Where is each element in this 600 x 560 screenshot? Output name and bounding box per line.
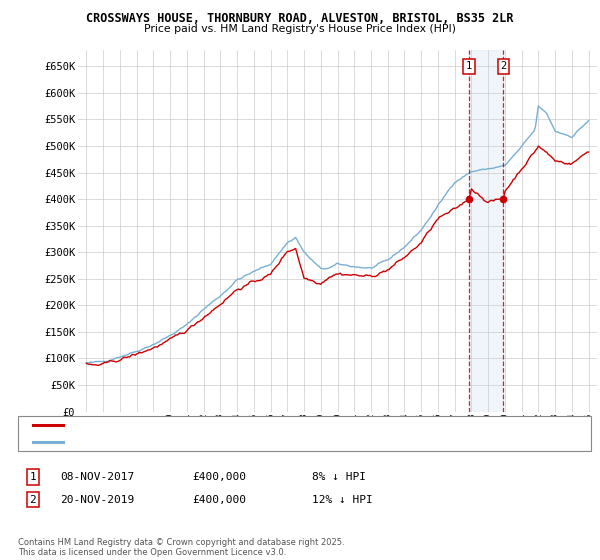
Text: CROSSWAYS HOUSE, THORNBURY ROAD, ALVESTON, BRISTOL, BS35 2LR (detached house): CROSSWAYS HOUSE, THORNBURY ROAD, ALVESTO… <box>69 420 521 430</box>
Text: 1: 1 <box>466 62 472 71</box>
Text: HPI: Average price, detached house, South Gloucestershire: HPI: Average price, detached house, Sout… <box>69 437 404 447</box>
Text: 1: 1 <box>29 472 37 482</box>
Text: 2: 2 <box>29 494 37 505</box>
Text: 8% ↓ HPI: 8% ↓ HPI <box>312 472 366 482</box>
Text: Contains HM Land Registry data © Crown copyright and database right 2025.
This d: Contains HM Land Registry data © Crown c… <box>18 538 344 557</box>
Text: 2: 2 <box>500 62 506 71</box>
Bar <box>469 50 503 412</box>
Text: £400,000: £400,000 <box>192 472 246 482</box>
Text: Price paid vs. HM Land Registry's House Price Index (HPI): Price paid vs. HM Land Registry's House … <box>144 24 456 34</box>
Text: 08-NOV-2017: 08-NOV-2017 <box>60 472 134 482</box>
Text: £400,000: £400,000 <box>192 494 246 505</box>
Text: 12% ↓ HPI: 12% ↓ HPI <box>312 494 373 505</box>
Text: CROSSWAYS HOUSE, THORNBURY ROAD, ALVESTON, BRISTOL, BS35 2LR: CROSSWAYS HOUSE, THORNBURY ROAD, ALVESTO… <box>86 12 514 25</box>
Text: 20-NOV-2019: 20-NOV-2019 <box>60 494 134 505</box>
